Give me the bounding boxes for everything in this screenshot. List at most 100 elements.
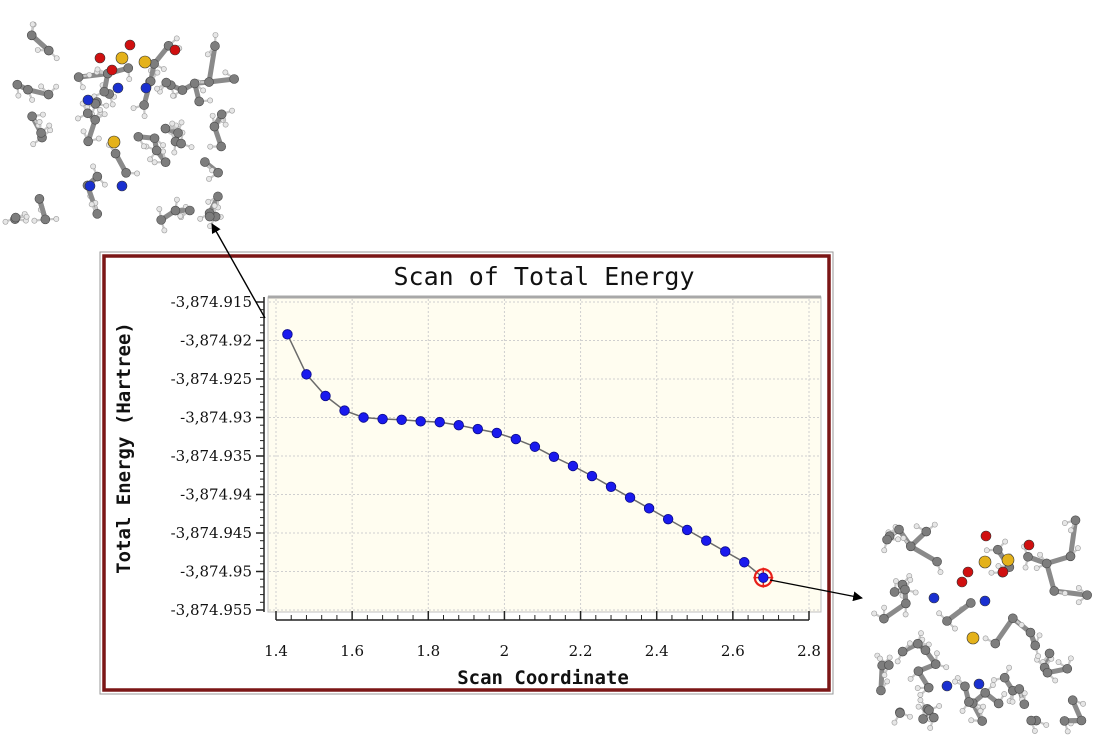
carbon-atom (173, 128, 183, 138)
carbon-atom (204, 77, 214, 87)
hydrogen-atom (914, 685, 921, 691)
hydrogen-atom (991, 677, 997, 683)
data-point (358, 412, 369, 423)
bond (992, 615, 1016, 647)
carbon-atom (99, 86, 110, 97)
hydrogen-atom (36, 119, 43, 125)
carbon-atom (1044, 648, 1055, 659)
carbon-atom (1023, 551, 1033, 562)
carbon-atom (932, 556, 942, 567)
hetero-atom (962, 566, 974, 578)
x-axis-ticks: 1.4 1.6 1.8 2 2.2 2.4 2.6 2.8 (264, 611, 821, 660)
hydrogen-atom (1075, 599, 1082, 606)
carbon-atom (913, 638, 923, 649)
carbon-atom (110, 148, 121, 159)
hydrogen-atom (154, 69, 161, 76)
hydrogen-atom (174, 196, 180, 203)
bond (1068, 517, 1078, 559)
bond (206, 43, 218, 85)
hydrogen-atom (912, 589, 919, 596)
carbon-atom (876, 685, 886, 696)
hydrogen-atom (47, 127, 54, 134)
x-tick-label: 2.6 (721, 642, 745, 660)
hydrogen-atom (200, 87, 207, 94)
molecule-start-structure (2, 21, 239, 234)
hydrogen-atom (877, 655, 883, 662)
carbon-atom (918, 714, 928, 724)
hydrogen-atom (23, 213, 30, 220)
hetero-atom (112, 82, 124, 94)
hydrogen-atom (1022, 564, 1029, 571)
carbon-atom (980, 688, 990, 698)
hydrogen-atom (907, 576, 914, 583)
carbon-atom (1014, 684, 1025, 694)
hydrogen-atom (38, 83, 45, 90)
data-point (720, 546, 731, 557)
hetero-atom (966, 631, 980, 645)
hydrogen-atom (101, 181, 108, 188)
carbon-atom (1059, 716, 1070, 726)
hydrogen-atom (934, 650, 940, 657)
hydrogen-atom (1067, 655, 1074, 662)
hetero-atom (1001, 553, 1015, 567)
hydrogen-atom (990, 682, 996, 688)
hetero-atom (973, 678, 985, 690)
hetero-atom (928, 592, 940, 604)
hydrogen-atom (34, 47, 41, 53)
carbon-atom (921, 526, 932, 537)
hydrogen-atom (95, 135, 102, 142)
hydrogen-atom (907, 713, 913, 720)
hydrogen-atom (1064, 728, 1071, 735)
hetero-atom (169, 44, 181, 56)
hetero-atom (124, 39, 136, 51)
carbon-atom (993, 698, 1004, 709)
hetero-atom (997, 566, 1009, 578)
carbon-atom (133, 131, 144, 142)
data-point (301, 369, 312, 380)
carbon-atom (930, 659, 941, 669)
hydrogen-atom (40, 111, 46, 118)
carbon-atom (1062, 663, 1073, 674)
hydrogen-atom (134, 170, 140, 177)
y-tick-label: -3,874.95 (180, 563, 252, 581)
carbon-atom (924, 705, 934, 715)
data-point (681, 524, 693, 536)
molecule-end-structure (871, 515, 1092, 735)
hydrogen-atom (222, 69, 229, 76)
hydrogen-atom (169, 120, 176, 127)
hydrogen-atom (1061, 520, 1068, 526)
hetero-atom (941, 680, 953, 692)
hydrogen-atom (968, 717, 975, 724)
series-points (282, 329, 774, 588)
carbon-atom (964, 697, 974, 707)
hydrogen-atom (931, 521, 938, 528)
carbon-atom (216, 141, 226, 152)
hydrogen-atom (881, 604, 888, 611)
hydrogen-atom (141, 113, 148, 120)
carbon-atom (36, 128, 46, 138)
hydrogen-atom (907, 675, 914, 682)
hydrogen-atom (75, 115, 81, 122)
hydrogen-atom (160, 142, 167, 149)
data-point (339, 405, 350, 416)
carbon-atom (149, 133, 160, 144)
carbon-atom (900, 584, 910, 595)
carbon-atom (200, 157, 210, 167)
x-tick-label: 2.8 (797, 642, 821, 660)
carbon-atom (990, 638, 1001, 649)
carbon-atom (1049, 586, 1060, 596)
data-point (701, 535, 712, 546)
carbon-atom (901, 598, 911, 609)
hydrogen-atom (915, 703, 922, 710)
carbon-atom (1076, 715, 1087, 726)
hydrogen-atom (147, 156, 153, 163)
hetero-atom (979, 595, 991, 607)
x-tick-label: 2.4 (645, 642, 669, 660)
data-point (510, 433, 522, 445)
data-point (529, 441, 541, 452)
hydrogen-atom (103, 102, 110, 109)
hydrogen-atom (211, 202, 218, 209)
carbon-atom (210, 41, 220, 51)
carbon-atom (26, 30, 37, 41)
